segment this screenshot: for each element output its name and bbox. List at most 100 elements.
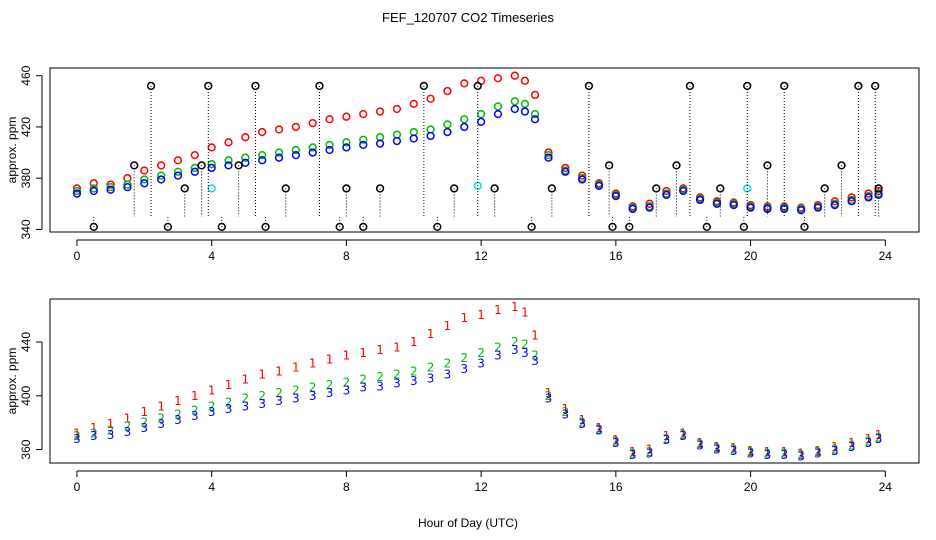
data-point-label: 2	[595, 422, 603, 436]
y-tick-label: 340	[19, 219, 33, 239]
data-point	[820, 184, 829, 193]
data-point	[611, 191, 621, 201]
data-point-label: 1	[595, 421, 603, 435]
data-point	[544, 148, 553, 157]
data-point	[89, 186, 98, 196]
data-point-label: 1	[612, 433, 620, 447]
data-point	[325, 140, 334, 150]
data-point	[409, 99, 418, 109]
data-point-label: 1	[309, 357, 317, 371]
data-point-label: 2	[646, 445, 654, 459]
data-point-label: 1	[191, 389, 199, 403]
data-point	[281, 184, 290, 193]
data-point-label: 2	[797, 448, 805, 462]
data-point	[490, 184, 499, 193]
data-point-label: 1	[460, 311, 468, 325]
x-tick-label: 8	[343, 249, 350, 263]
data-point	[443, 120, 452, 129]
data-point-label: 3	[124, 425, 132, 439]
data-point	[813, 203, 823, 212]
data-point-label: 2	[831, 443, 839, 457]
data-point	[854, 81, 863, 91]
data-point	[204, 81, 213, 91]
data-point	[241, 158, 250, 167]
data-point-label: 3	[208, 405, 216, 419]
data-point-label: 1	[208, 383, 216, 397]
data-point-label: 2	[521, 338, 529, 352]
y-axis: 340 380 420 460	[19, 65, 43, 239]
data-point-label: 2	[140, 416, 148, 430]
data-point-label: 1	[275, 365, 283, 379]
data-point	[426, 131, 435, 141]
data-point-label: 3	[629, 448, 637, 462]
data-point-label: 2	[242, 391, 250, 405]
data-point	[460, 122, 469, 132]
data-point	[359, 222, 368, 232]
data-point	[274, 153, 284, 162]
x-axis-label: Hour of Day (UTC)	[418, 516, 518, 530]
data-point	[662, 190, 671, 199]
data-point-label: 3	[157, 417, 165, 431]
data-point	[460, 115, 469, 124]
x-tick-label: 4	[208, 480, 215, 494]
data-point-label: 3	[646, 447, 654, 461]
data-point-label: 2	[865, 434, 873, 448]
data-point-label: 3	[730, 444, 738, 458]
data-point-label: 3	[545, 391, 553, 405]
data-point-label: 3	[477, 357, 485, 371]
data-point-label: 1	[157, 400, 165, 414]
data-point-label: 2	[477, 346, 485, 360]
co2-timeseries-circle-panel: approx. ppm 0 4 8 12 16 20 24 340 380 420 460	[5, 65, 920, 263]
y-axis-label: approx. ppm	[5, 348, 19, 415]
data-point-label: 2	[511, 335, 519, 349]
data-point	[173, 156, 183, 165]
data-point	[679, 186, 688, 196]
data-point	[157, 171, 166, 180]
data-point-label: 3	[376, 379, 384, 393]
data-point	[608, 222, 617, 232]
data-point	[224, 156, 233, 165]
x-tick-label: 16	[609, 249, 623, 263]
data-point-label: 1	[831, 440, 839, 454]
data-point	[645, 199, 654, 208]
data-point	[702, 222, 711, 232]
x-axis: 0 4 8 12 16 20 24	[74, 239, 892, 263]
data-point-label: 1	[713, 440, 721, 454]
data-point	[493, 109, 503, 119]
data-point-label: 1	[646, 443, 654, 457]
data-point-label: 3	[713, 443, 721, 457]
data-point	[180, 184, 189, 193]
data-point	[530, 115, 540, 124]
data-point	[530, 109, 540, 119]
data-point	[140, 179, 149, 188]
data-point-label: 3	[326, 386, 334, 400]
data-point	[460, 79, 469, 88]
data-point	[419, 81, 429, 91]
data-point-label: 3	[531, 354, 539, 368]
data-point-label: 1	[444, 319, 452, 333]
x-axis: 0 4 8 12 16 20 24	[74, 470, 892, 494]
data-point	[106, 183, 115, 192]
data-point-label: 2	[258, 389, 266, 403]
data-point	[157, 161, 166, 170]
data-point	[359, 135, 368, 144]
data-point-label: 2	[410, 365, 418, 379]
data-point-label: 1	[730, 441, 738, 455]
data-point-label: 1	[410, 335, 418, 349]
data-point-label: 1	[427, 327, 435, 341]
data-point	[584, 81, 594, 91]
data-point-label: 3	[764, 448, 772, 462]
data-point-label: 1	[764, 445, 772, 459]
data-point-label: 2	[326, 378, 334, 392]
data-point-label: 2	[343, 375, 351, 389]
data-point	[473, 81, 482, 91]
data-point	[146, 81, 156, 91]
data-point	[830, 200, 839, 210]
data-point-label: 3	[747, 447, 755, 461]
data-point-label: 3	[679, 429, 687, 443]
y-tick-label: 440	[19, 332, 33, 352]
data-point	[716, 184, 725, 193]
data-point-label: 3	[562, 408, 570, 422]
data-point-label: 2	[73, 429, 81, 443]
data-point-label: 1	[343, 348, 351, 362]
